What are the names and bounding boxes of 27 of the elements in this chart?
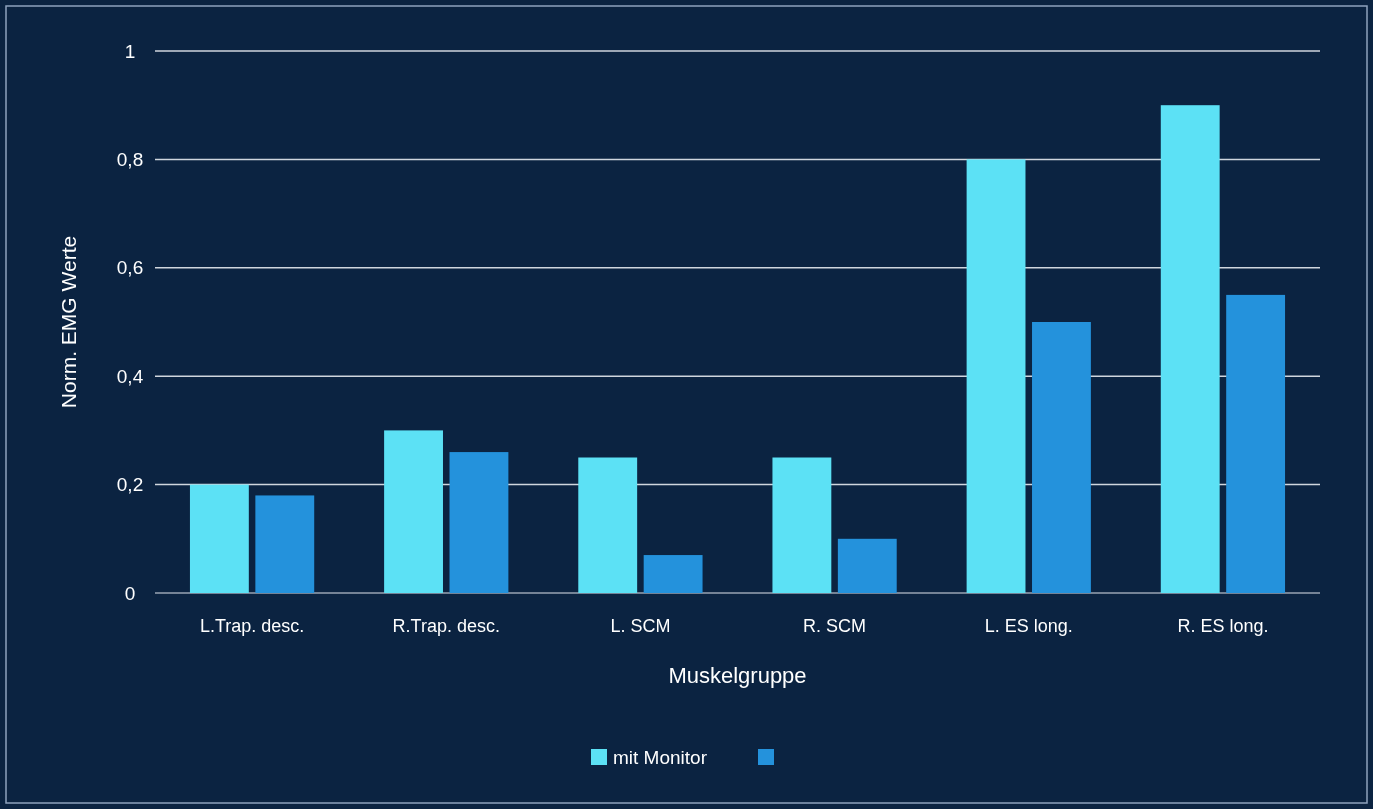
bar — [1160, 105, 1220, 593]
y-tick-label: 0,2 — [116, 474, 144, 496]
legend-label: mit Monitor — [613, 746, 708, 768]
y-tick-label: 0,6 — [116, 257, 144, 279]
y-axis-title: Norm. EMG Werte — [57, 235, 80, 409]
x-tick-label: R.Trap. desc. — [392, 616, 500, 636]
bar — [449, 452, 509, 593]
x-tick-label: L. SCM — [610, 616, 671, 636]
x-tick-label: L. ES long. — [984, 616, 1073, 636]
x-tick-label: R. SCM — [803, 616, 867, 636]
bar — [772, 457, 832, 593]
y-tick-label: 1 — [124, 40, 136, 62]
y-tick-label: 0,4 — [116, 365, 144, 387]
bar — [1226, 294, 1286, 593]
bar — [578, 457, 638, 593]
bar — [255, 495, 315, 593]
bar — [189, 484, 249, 593]
x-tick-label: L.Trap. desc. — [199, 616, 305, 636]
bar — [966, 159, 1026, 593]
bar — [1032, 322, 1091, 593]
bar — [643, 555, 703, 593]
bar — [384, 430, 443, 593]
y-tick-label: 0 — [124, 582, 136, 604]
x-axis-title: Muskelgruppe — [668, 663, 807, 688]
bar — [837, 538, 897, 593]
y-tick-label: 0,8 — [116, 149, 144, 171]
x-tick-label: R. ES long. — [1177, 616, 1269, 636]
